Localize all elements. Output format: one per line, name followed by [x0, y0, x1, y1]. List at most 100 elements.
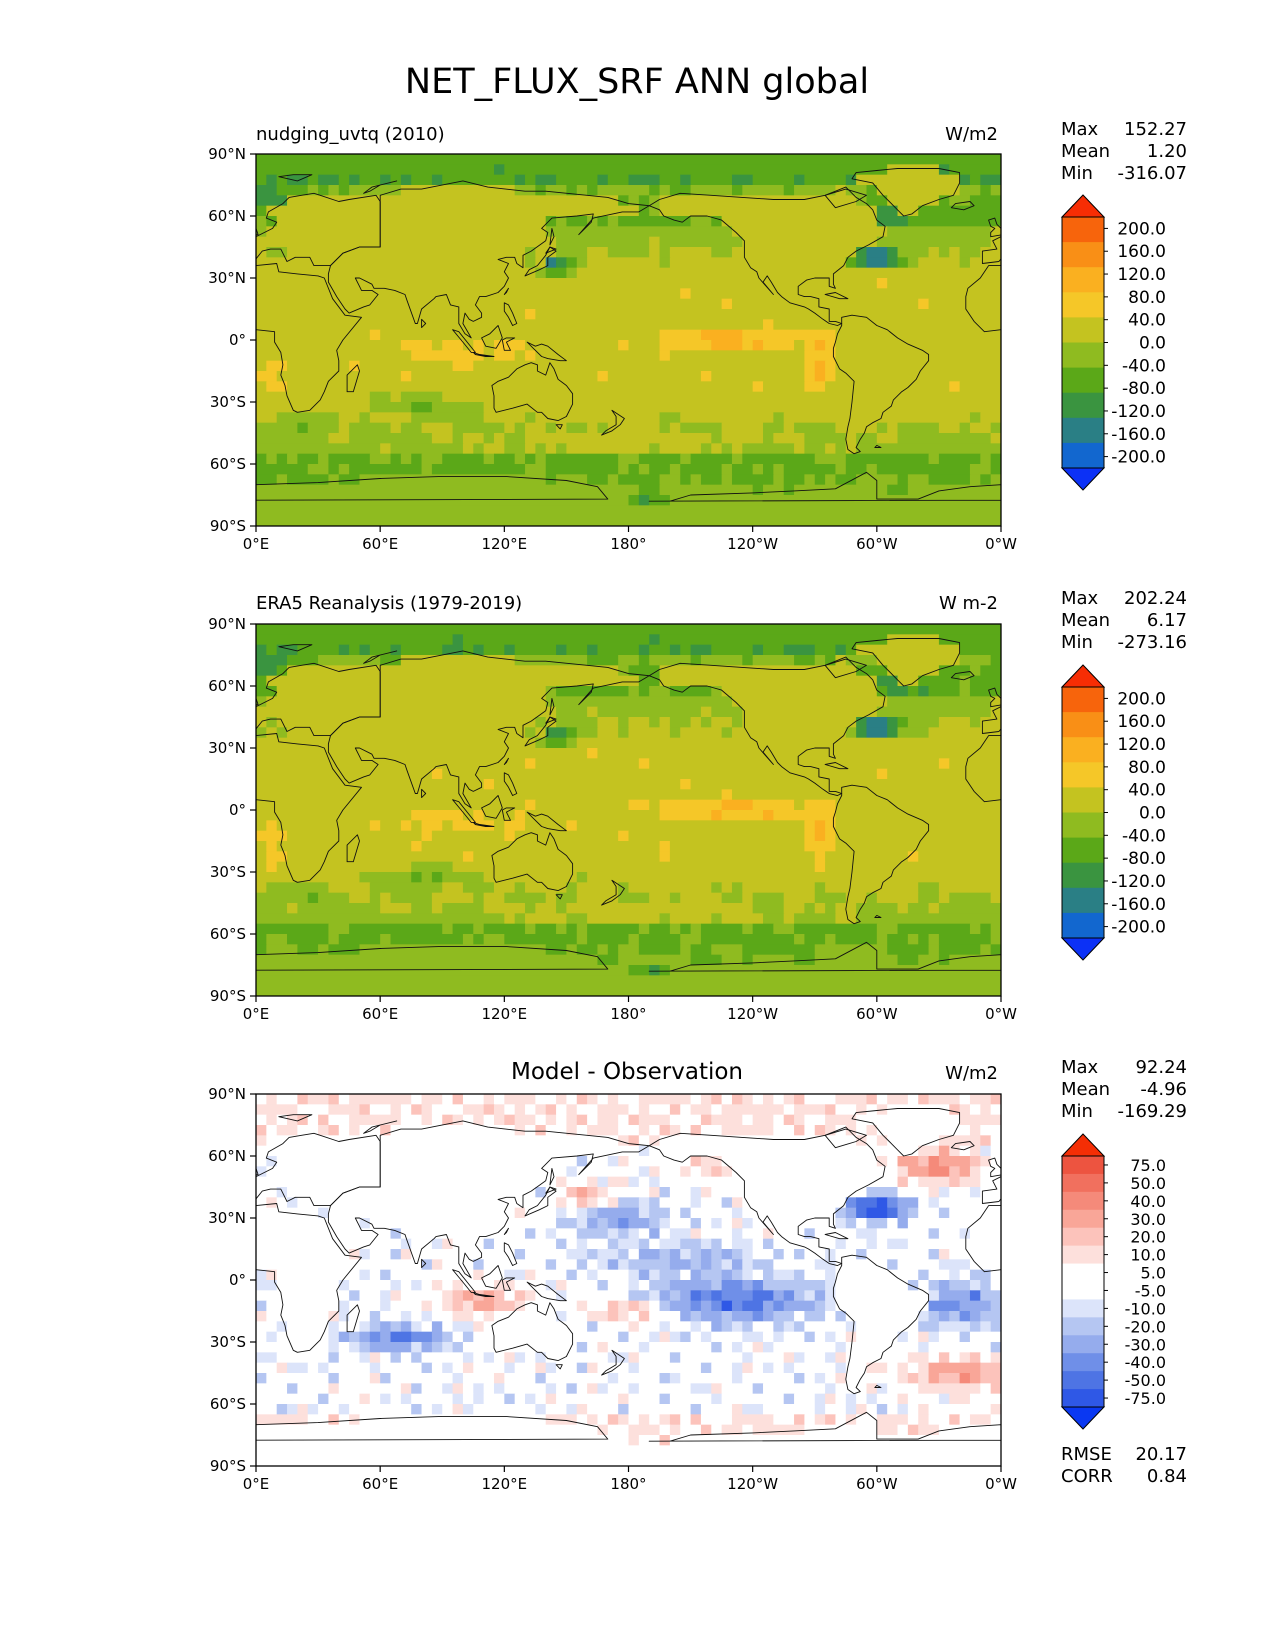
panel-diff-colorbar: 75.050.040.030.020.010.05.0-5.0-10.0-20.…	[1060, 1133, 1166, 1430]
y-tick-label: 90°N	[208, 615, 246, 633]
stat-label-mean: Mean	[1061, 1079, 1110, 1100]
coastline-philippines	[503, 772, 518, 796]
y-tick-label: 90°N	[208, 1085, 246, 1103]
panel-diff-map: 0°E 60°E 120°E 180° 120°W 60°W 0°W 90°N 60°N 30°N…	[208, 1085, 1017, 1493]
coastline-greenland	[851, 638, 961, 687]
stat-value-min: -316.07	[1118, 163, 1187, 184]
coastline-british-isles	[988, 1157, 1001, 1178]
coastline-svalbard	[278, 1114, 313, 1122]
coastline-south-america	[832, 1254, 930, 1395]
coastline-antarctica	[256, 475, 609, 526]
coastline-japan	[524, 716, 557, 747]
coastline-sakhalin	[549, 1167, 555, 1186]
coastlines	[256, 168, 1001, 526]
coastline-philippines	[503, 1242, 518, 1266]
colorbar-label: 80.0	[1128, 288, 1166, 308]
x-tick-label: 120°W	[727, 1005, 778, 1023]
colorbar-label: 10.0	[1130, 1246, 1166, 1265]
y-tick-label: 30°N	[208, 1209, 246, 1227]
field-cells	[256, 154, 1001, 526]
panel-diff-units: W/m2	[945, 1063, 998, 1084]
coastline-sri-lanka	[421, 788, 427, 799]
y-tick-label: 60°S	[210, 1395, 246, 1413]
y-tick-label: 90°S	[210, 987, 246, 1005]
colorbar-swatch	[1062, 887, 1104, 914]
colorbar-swatch	[1062, 1173, 1104, 1193]
stat-value-mean: -4.96	[1140, 1079, 1187, 1100]
colorbar-swatch	[1062, 1371, 1104, 1390]
coastline-antarctica	[648, 471, 1001, 526]
colorbar-outline	[1061, 1155, 1105, 1408]
coastline-iceland	[950, 1141, 975, 1151]
coastline-south-america	[832, 784, 930, 925]
stat-label-max: Max	[1061, 1057, 1099, 1078]
colorbar-extend-max	[1060, 194, 1106, 218]
colorbar-extend-max	[1060, 1133, 1106, 1157]
colorbar-swatch	[1062, 367, 1104, 394]
coastline-europe	[256, 192, 381, 267]
coastline-novaya-zemlya	[363, 180, 398, 194]
y-tick-label: 30°N	[208, 269, 246, 287]
colorbar-swatch	[1062, 1281, 1104, 1300]
colorbar-label: -40.0	[1122, 356, 1166, 376]
colorbar-swatch	[1062, 292, 1104, 318]
panel-model-colorbar: 200.0 160.0 120.0 80.0 40.0 0.0-40.0 -80.0 -120…	[1060, 194, 1166, 491]
colorbar-swatch	[1062, 317, 1104, 343]
coastline-hokkaido	[545, 1186, 557, 1194]
coastline-svalbard	[278, 174, 313, 182]
coastline-java	[472, 351, 495, 357]
x-tick-label: 60°E	[362, 1475, 398, 1493]
colorbar-label: -160.0	[1111, 895, 1166, 915]
colorbar-label: 75.0	[1130, 1156, 1166, 1175]
coastline-british-isles	[988, 687, 1001, 708]
coastline-taiwan	[503, 287, 509, 295]
colorbar-label: 80.0	[1128, 758, 1166, 778]
colorbar-swatch	[1062, 242, 1104, 268]
colorbar-label: 160.0	[1117, 242, 1166, 262]
colorbar-swatch	[1062, 912, 1104, 939]
x-tick-label: 0°W	[985, 535, 1017, 553]
panel-obs-stats: Max 202.24 Mean 6.17 Min -273.16	[1061, 588, 1187, 653]
coastline-new-guinea	[526, 1281, 567, 1302]
x-tick-label: 0°E	[243, 535, 270, 553]
panel-obs: ERA5 Reanalysis (1979-2019) W m-2 Max 20…	[208, 588, 1187, 1023]
x-tick-label: 60°E	[362, 1005, 398, 1023]
x-tick-label: 180°	[610, 535, 646, 553]
coastline-british-isles	[988, 217, 1001, 238]
colorbar-label: 50.0	[1130, 1174, 1166, 1193]
colorbar-label: -5.0	[1135, 1281, 1166, 1300]
colorbar-swatch	[1062, 1353, 1104, 1372]
coastline-new-zealand	[601, 409, 625, 436]
coastline-madagascar	[346, 364, 360, 393]
colorbar-swatch	[1062, 1227, 1104, 1247]
x-tick-label: 0°W	[985, 1475, 1017, 1493]
colorbar-extend-max	[1060, 664, 1106, 688]
coastline-asia	[327, 180, 650, 339]
coastline-asia	[327, 1120, 650, 1279]
coastline-sri-lanka	[421, 318, 427, 329]
field-cells	[256, 624, 1001, 996]
panel-model-stats: Max 152.27 Mean 1.20 Min -316.07	[1061, 119, 1187, 184]
coastline-sakhalin	[549, 697, 555, 716]
y-tick-label: 60°N	[208, 207, 246, 225]
colorbar-label: 30.0	[1130, 1210, 1166, 1229]
coastline-philippines	[503, 302, 518, 326]
colorbar-swatch	[1062, 1263, 1104, 1282]
colorbar-swatch	[1062, 1209, 1104, 1229]
footer-label-corr: CORR	[1061, 1466, 1113, 1487]
coastline-svalbard	[278, 644, 313, 652]
y-tick-label: 30°S	[210, 393, 246, 411]
y-tick-label: 60°S	[210, 455, 246, 473]
colorbar-label: -80.0	[1122, 849, 1166, 869]
stat-label-max: Max	[1061, 119, 1099, 140]
colorbar-extend-min	[1060, 467, 1106, 491]
coastline-borneo	[481, 1265, 503, 1289]
colorbar-label: -30.0	[1125, 1335, 1166, 1354]
colorbar-swatch	[1062, 442, 1104, 469]
colorbar-label: -120.0	[1111, 402, 1166, 422]
colorbar-label: -200.0	[1111, 918, 1166, 938]
footer-value-rmse: 20.17	[1135, 1444, 1187, 1465]
colorbar-swatch	[1062, 267, 1104, 293]
coastline-novaya-zemlya	[363, 1120, 398, 1134]
colorbar-label: 40.0	[1128, 781, 1166, 801]
